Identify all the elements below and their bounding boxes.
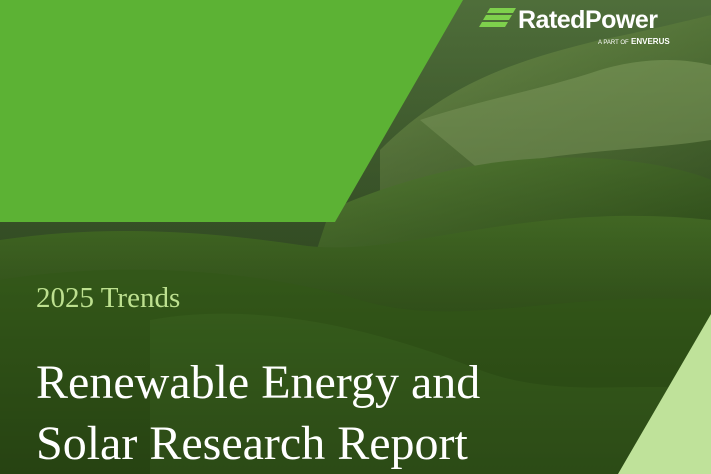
logo-stripe xyxy=(487,8,516,13)
green-panel xyxy=(0,0,463,222)
brand-name: RatedPower xyxy=(518,6,658,34)
title-line: Renewable Energy and xyxy=(36,356,480,409)
logo: RatedPower A PART OF ENVERUS xyxy=(479,6,670,46)
logo-stripe xyxy=(483,15,512,20)
parent-company: ENVERUS xyxy=(631,37,670,46)
logo-stripe xyxy=(479,22,508,27)
brand-tagline: A PART OF xyxy=(598,40,629,46)
subtitle: 2025 Trends xyxy=(36,282,180,314)
title-line: Solar Research Report xyxy=(36,417,469,470)
logo-icon xyxy=(479,8,516,27)
accent-triangle xyxy=(618,314,711,474)
